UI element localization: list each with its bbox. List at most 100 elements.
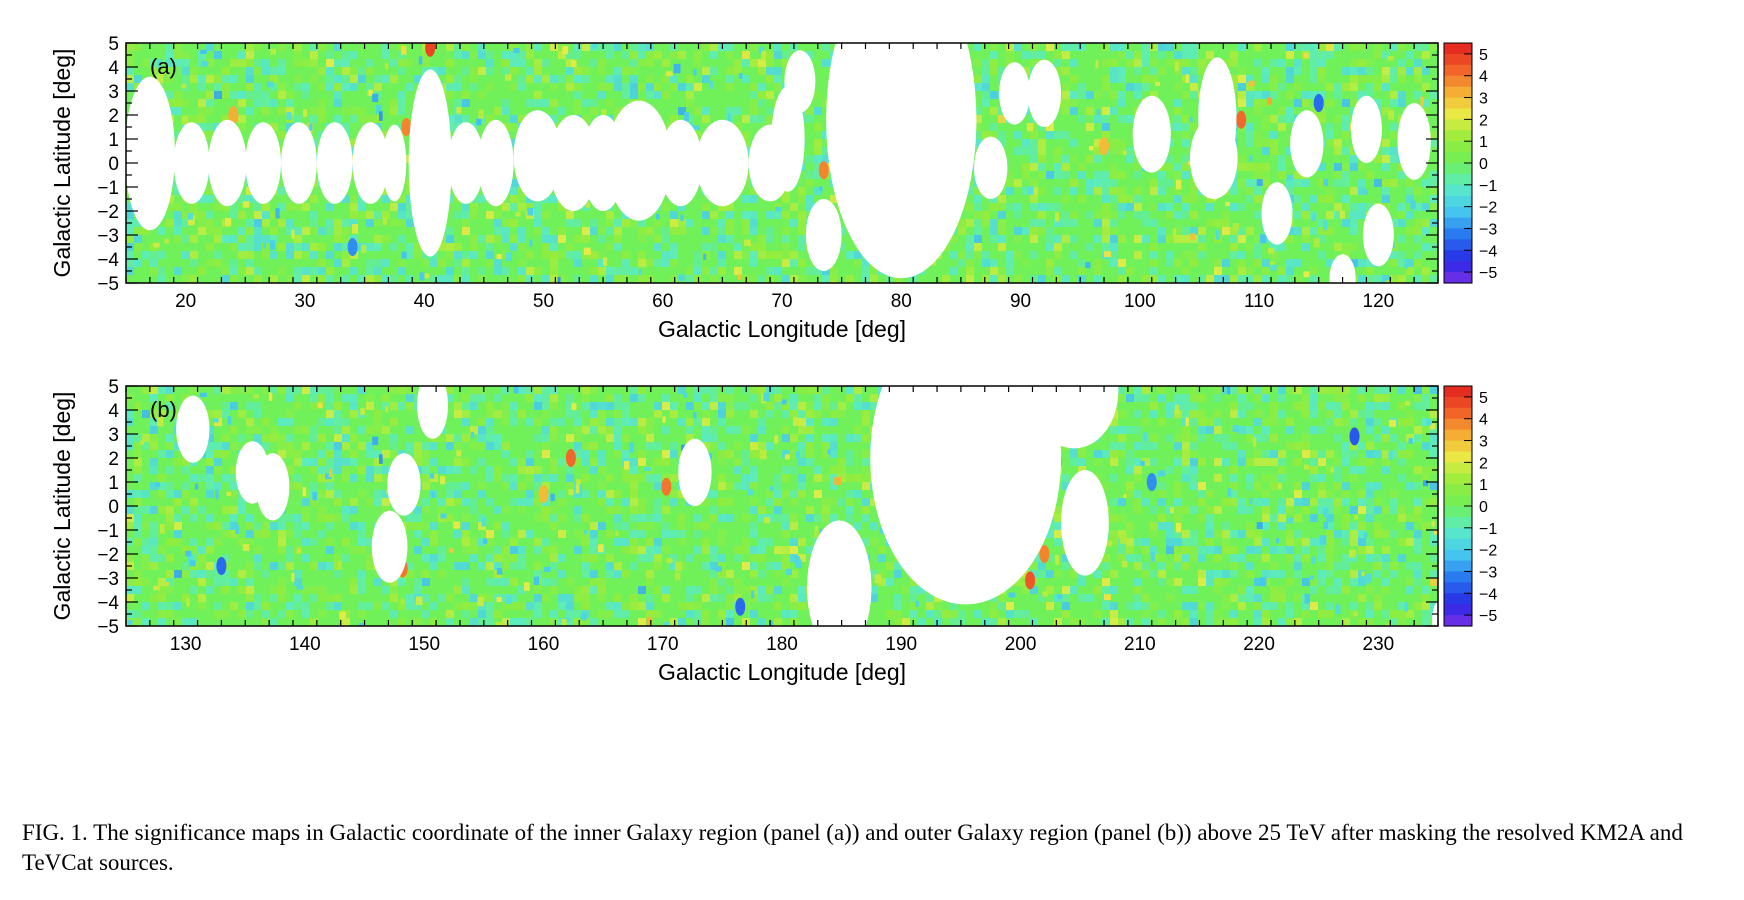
colorbar-segment (1444, 250, 1472, 262)
colorbar-segment (1444, 593, 1472, 605)
y-tick-label: −1 (97, 178, 119, 199)
colorbar-segment (1444, 527, 1472, 540)
masked-source-region (173, 122, 210, 204)
y-tick-label: −4 (97, 593, 119, 614)
x-tick-label: 230 (1363, 634, 1395, 655)
hotspot (1313, 94, 1324, 112)
masked-source-region (208, 119, 247, 207)
y-tick-label: 1 (108, 473, 119, 494)
colorbar-segment (1444, 141, 1472, 153)
y-tick-label: −1 (97, 521, 119, 542)
colorbar-segment (1444, 152, 1472, 164)
colorbar-segment (1444, 97, 1472, 110)
colorbar-segment (1444, 549, 1472, 562)
hotspot (347, 238, 358, 256)
colorbar-tick-label: 5 (1479, 390, 1488, 407)
x-tick-label: 200 (1005, 634, 1037, 655)
colorbar-tick-label: 1 (1479, 477, 1488, 494)
masked-source-region (176, 395, 210, 463)
colorbar-segment (1444, 429, 1472, 442)
x-tick-label: 110 (1244, 291, 1274, 312)
colorbar-segment (1444, 462, 1472, 474)
masked-source-region (807, 520, 872, 626)
x-tick-label: 220 (1243, 634, 1275, 655)
y-tick-label: −2 (97, 202, 119, 223)
hotspot (565, 449, 576, 467)
hotspot (216, 557, 227, 575)
hotspot (1039, 545, 1050, 563)
colorbar-segment (1444, 407, 1472, 420)
colorbar-tick-label: −4 (1479, 243, 1497, 260)
masked-source-region (126, 76, 175, 231)
y-tick-label: 0 (108, 154, 119, 175)
masked-source-region (352, 122, 389, 204)
masked-source-region (805, 199, 842, 271)
colorbar-segment (1444, 228, 1472, 240)
colorbar-tick-label: 2 (1479, 455, 1488, 472)
x-tick-label: 50 (533, 291, 554, 312)
x-tick-label: 20 (175, 291, 196, 312)
colorbar-segment (1444, 516, 1472, 529)
y-tick-label: 4 (108, 58, 119, 79)
x-tick-label: 80 (891, 291, 912, 312)
y-axis: 5 4 3 2 1 0 −1 −2 −3 −4 −5 Galactic Latitude [deg] (49, 34, 1438, 295)
colorbar-segment (1444, 86, 1472, 99)
colorbar-tick-label: 3 (1479, 91, 1488, 108)
y-tick-label: −3 (97, 569, 119, 590)
colorbar-segment (1444, 239, 1472, 251)
y-tick-label: 3 (108, 425, 119, 446)
masked-source-region (1061, 470, 1109, 576)
hotspot (735, 597, 746, 616)
masked-source-region (417, 386, 449, 439)
colorbar-segment (1444, 386, 1472, 398)
colorbar-tick-label: −3 (1479, 221, 1497, 238)
x-tick-label: 160 (528, 634, 560, 655)
x-tick-label: 150 (408, 634, 440, 655)
y-tick-label: −5 (97, 274, 119, 295)
x-axis: 130 140 150 160 170 180 190 200 210 220 230 Galacti… (125, 386, 1439, 685)
masked-source-region (1290, 110, 1324, 178)
colorbar-tick-label: 4 (1479, 69, 1488, 86)
colorbar-segment (1444, 206, 1472, 219)
masked-source-region (1350, 95, 1382, 163)
y-axis-label: Galactic Latitude [deg] (49, 392, 75, 621)
masked-source-region (999, 62, 1031, 125)
x-tick-label: 60 (652, 291, 673, 312)
colorbar: 5 4 3 2 1 0 −1 −2 −3 −4 −5 (1443, 42, 1497, 284)
masked-source-region (256, 453, 290, 521)
x-axis-label: Galactic Longitude [deg] (658, 659, 906, 685)
figure-caption: FIG. 1. The significance maps in Galacti… (22, 820, 1683, 875)
colorbar-segment (1444, 163, 1472, 175)
colorbar-segment (1444, 615, 1472, 627)
colorbar-segment (1444, 418, 1472, 431)
colorbar-segment (1444, 64, 1472, 77)
panel-label: (a) (150, 54, 177, 79)
masked-source-region (696, 119, 749, 207)
x-tick-label: 30 (294, 291, 315, 312)
colorbar-tick-label: −3 (1479, 564, 1497, 581)
masked-source-region (659, 119, 703, 207)
masked-source-region (448, 122, 484, 204)
hotspot (661, 477, 672, 496)
colorbar-segment (1444, 560, 1472, 573)
masked-source-region (678, 438, 712, 506)
y-axis: 5 4 3 2 1 0 −1 −2 −3 −4 −5 Galactic Latitude [deg] (49, 377, 1438, 638)
hotspot (1349, 427, 1360, 446)
masked-source-region (245, 122, 282, 204)
colorbar-tick-label: 2 (1479, 112, 1488, 129)
colorbar-tick-label: −5 (1479, 265, 1497, 282)
masked-source-region (387, 453, 421, 516)
masked-source-region (870, 386, 1062, 605)
hotspot (401, 118, 412, 136)
masked-source-region (974, 136, 1008, 199)
masked-source-region (513, 110, 562, 202)
hotspot (1025, 571, 1036, 590)
colorbar-tick-label: 5 (1479, 47, 1488, 64)
x-tick-label: 170 (647, 634, 679, 655)
x-tick-label: 130 (170, 634, 202, 655)
colorbar: 5 4 3 2 1 0 −1 −2 −3 −4 −5 (1443, 385, 1497, 627)
y-tick-label: −2 (97, 545, 119, 566)
x-axis: 20 30 40 50 60 70 80 90 100 110 120 Galactic Longit… (125, 43, 1439, 342)
